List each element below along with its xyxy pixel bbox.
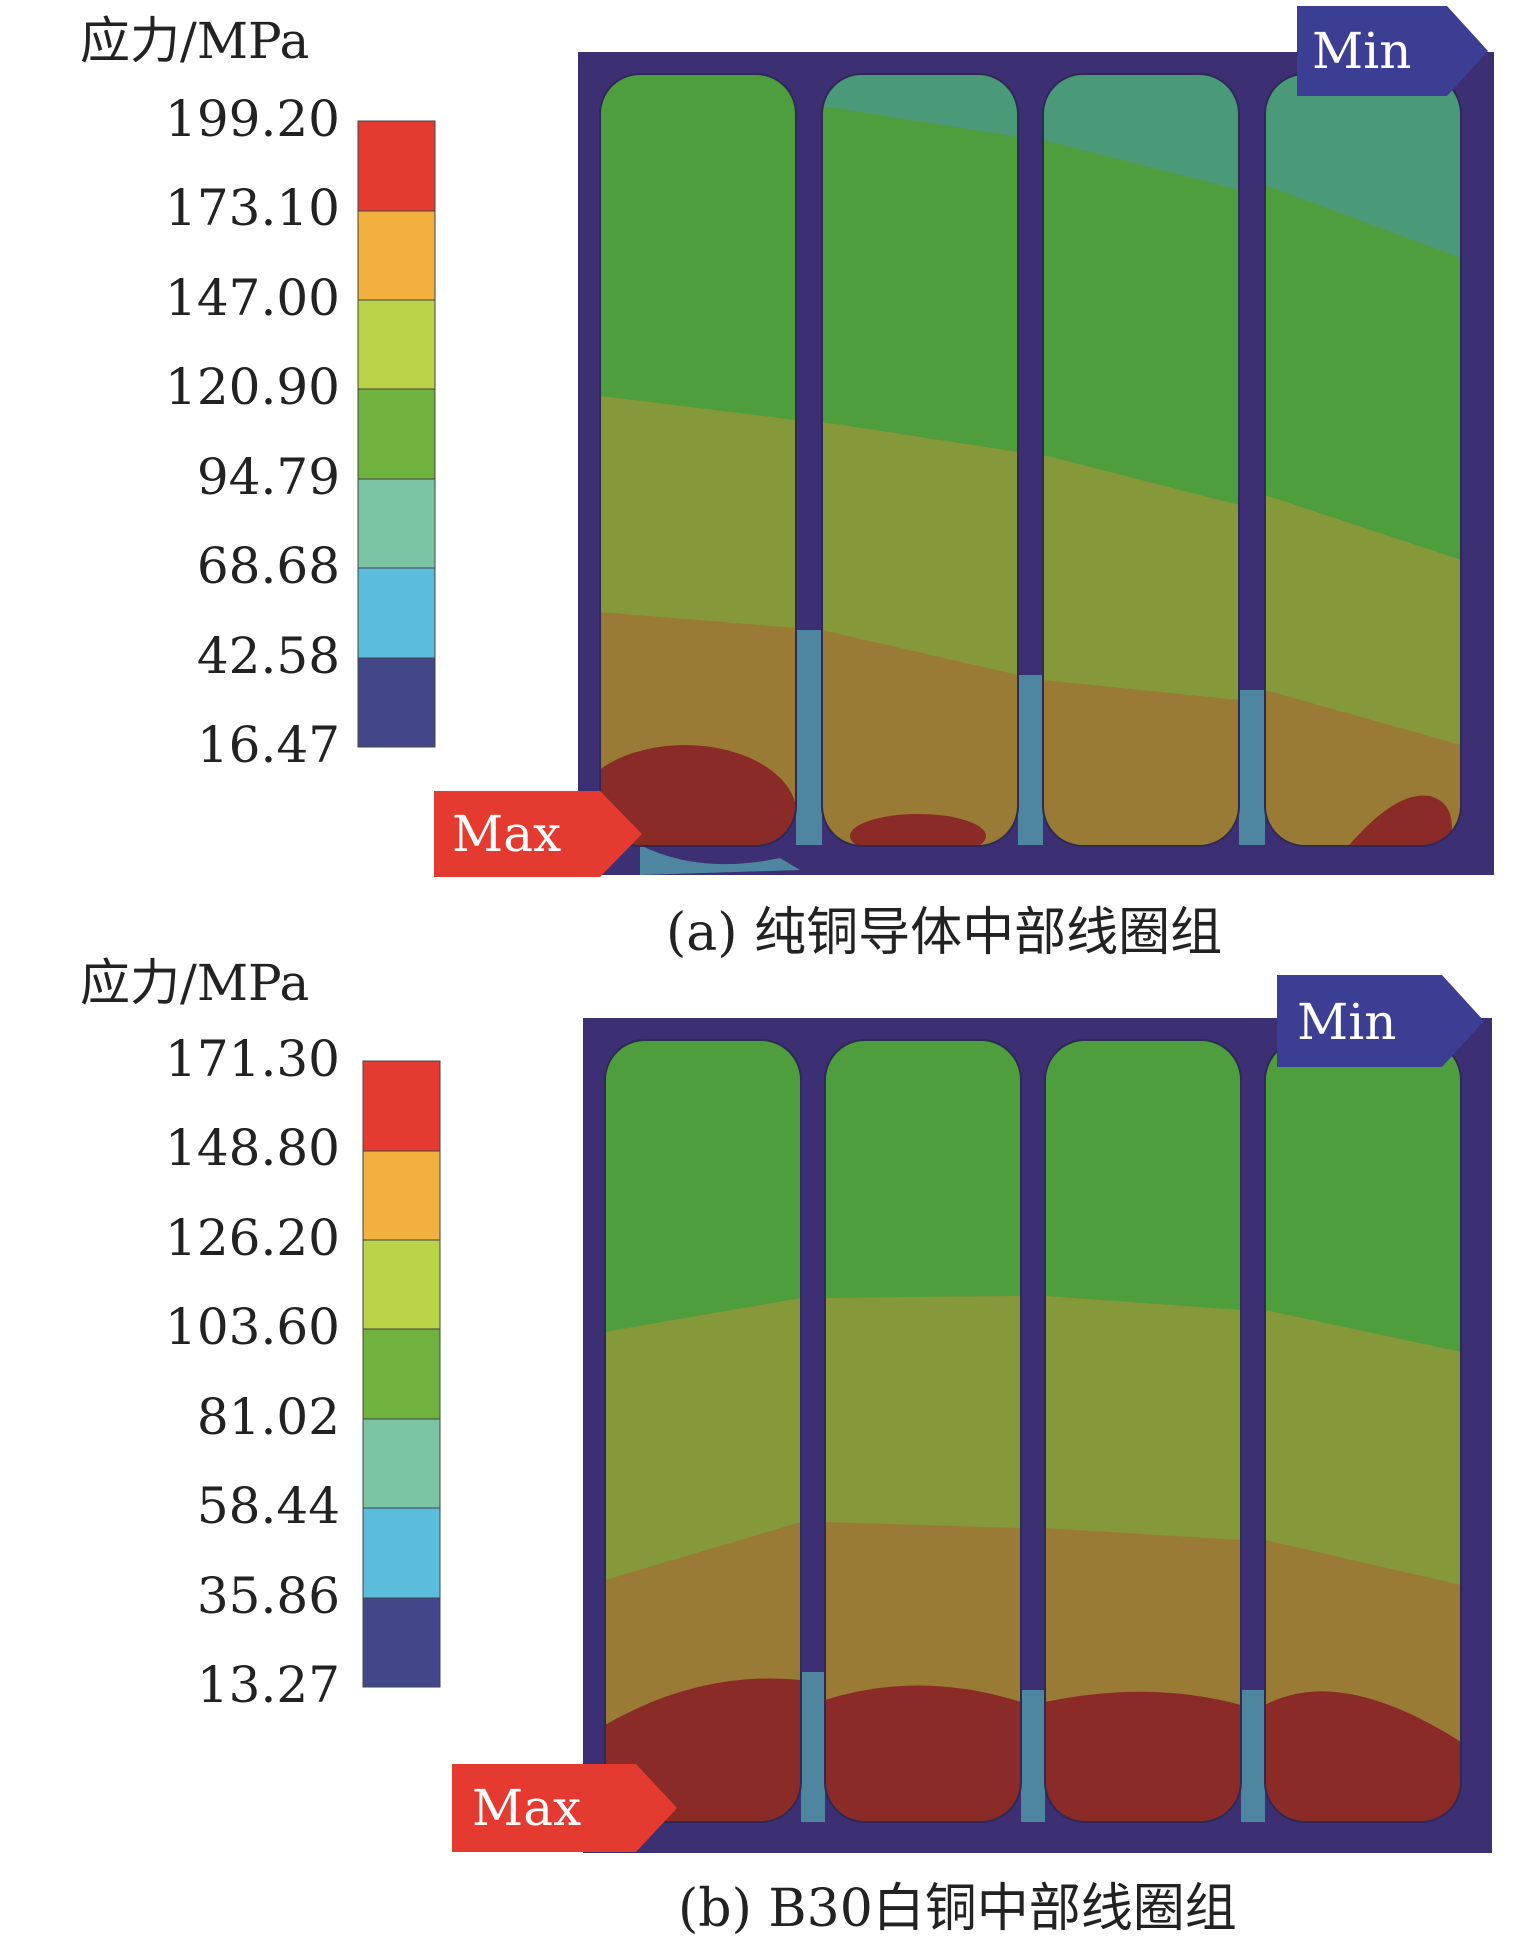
coil	[825, 1040, 1021, 1822]
legend-tick: 120.90	[165, 358, 340, 416]
coil	[1043, 74, 1239, 846]
legend-tick: 13.27	[197, 1656, 340, 1714]
legend-ticks: 199.20 173.10 147.00 120.90 94.79 68.68 …	[165, 90, 340, 774]
gap-field	[796, 630, 822, 845]
legend-bin-3	[357, 299, 436, 390]
panel-b: 应力/MPa 171.30 148.80 126.20 103.60 81.02…	[80, 954, 1492, 1939]
legend-bin-5	[362, 1418, 441, 1509]
max-label: Max	[452, 805, 561, 863]
legend-bin-3	[362, 1239, 441, 1330]
legend-tick: 171.30	[165, 1030, 340, 1088]
legend-tick: 42.58	[197, 627, 340, 685]
max-label: Max	[472, 1779, 581, 1837]
legend-tick: 68.68	[197, 537, 340, 595]
gap-field	[1239, 690, 1265, 845]
coil	[1265, 74, 1461, 846]
legend-tick: 147.00	[165, 269, 340, 327]
min-marker: Min	[1297, 6, 1488, 96]
legend-bin-2	[362, 1150, 441, 1241]
legend-tick: 58.44	[197, 1477, 340, 1535]
gap-field	[1021, 1690, 1045, 1822]
gap-field	[640, 845, 800, 875]
legend-tick: 103.60	[165, 1298, 340, 1356]
stress-contour-plot-b	[583, 1018, 1492, 1853]
legend-title: 应力/MPa	[80, 954, 309, 1012]
legend-bin-4	[362, 1328, 441, 1420]
legend-bin-7	[357, 657, 436, 748]
legend-tick: 199.20	[165, 90, 340, 148]
gap-field	[1241, 1690, 1265, 1822]
color-legend	[357, 120, 436, 748]
color-legend	[362, 1060, 441, 1688]
coil	[605, 1040, 801, 1822]
legend-bin-6	[357, 567, 436, 659]
stress-contour-plot-a	[578, 52, 1494, 875]
legend-bin-6	[362, 1507, 441, 1599]
min-marker: Min	[1277, 975, 1484, 1067]
legend-title: 应力/MPa	[80, 12, 309, 70]
legend-bin-1	[357, 120, 436, 212]
coil	[822, 74, 1018, 846]
min-label: Min	[1312, 22, 1411, 80]
coil-outlines	[599, 73, 1462, 847]
legend-tick: 94.79	[197, 448, 340, 506]
coil	[1045, 1040, 1241, 1822]
legend-bin-5	[357, 478, 436, 569]
panel-a: 应力/MPa 199.20 173.10 147.00 120.90 94.79…	[80, 6, 1494, 963]
legend-tick: 126.20	[165, 1209, 340, 1267]
gap-field	[801, 1672, 825, 1822]
max-marker: Max	[434, 791, 642, 877]
legend-bin-7	[362, 1597, 441, 1688]
coil	[600, 74, 796, 846]
caption: (a) 纯铜导体中部线圈组	[666, 903, 1222, 963]
legend-tick: 148.80	[165, 1119, 340, 1177]
legend-bin-1	[362, 1060, 441, 1152]
min-label: Min	[1297, 993, 1396, 1051]
legend-ticks: 171.30 148.80 126.20 103.60 81.02 58.44 …	[165, 1030, 340, 1714]
legend-bin-2	[357, 210, 436, 301]
legend-tick: 173.10	[165, 179, 340, 237]
legend-tick: 16.47	[197, 716, 340, 774]
caption: (b) B30白铜中部线圈组	[678, 1879, 1237, 1939]
max-marker: Max	[452, 1764, 677, 1852]
legend-tick: 81.02	[197, 1388, 340, 1446]
gap-field	[1018, 675, 1043, 845]
legend-bin-4	[357, 388, 436, 480]
coil	[1265, 1040, 1461, 1822]
legend-tick: 35.86	[197, 1567, 340, 1625]
